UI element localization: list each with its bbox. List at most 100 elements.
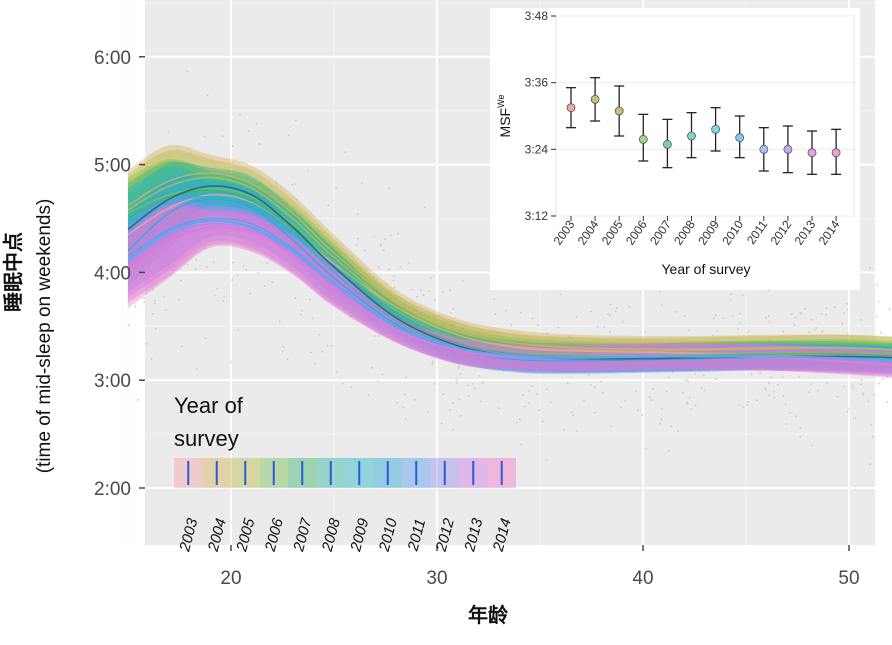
raw-point <box>610 425 612 427</box>
raw-point <box>810 318 813 321</box>
raw-point <box>793 324 796 327</box>
raw-point <box>407 262 410 264</box>
raw-point <box>661 304 663 306</box>
raw-point <box>799 311 802 314</box>
raw-point <box>505 309 507 312</box>
raw-point <box>239 199 242 201</box>
raw-point <box>786 351 788 353</box>
raw-point <box>468 395 470 397</box>
raw-point <box>307 170 310 172</box>
raw-point <box>312 317 314 320</box>
raw-point <box>245 269 248 271</box>
raw-point <box>263 285 266 287</box>
raw-point <box>414 398 416 401</box>
raw-point <box>282 346 285 348</box>
raw-point <box>428 290 431 292</box>
raw-point <box>359 271 361 274</box>
raw-point <box>594 386 596 388</box>
raw-point <box>545 459 548 461</box>
raw-point <box>784 403 787 406</box>
raw-point <box>846 370 848 372</box>
raw-point <box>471 383 474 385</box>
inset-y-axis: 3:12 3:24 3:36 3:48 <box>525 9 556 223</box>
raw-point <box>768 394 770 396</box>
raw-point <box>452 402 454 404</box>
raw-point <box>821 330 824 333</box>
raw-point <box>659 291 661 293</box>
raw-point <box>860 319 863 321</box>
raw-point <box>877 300 880 303</box>
raw-point <box>298 242 300 244</box>
raw-point <box>450 312 452 314</box>
raw-point <box>515 421 518 424</box>
raw-point <box>538 409 540 411</box>
raw-point <box>371 366 373 369</box>
raw-point <box>502 369 504 372</box>
raw-point <box>321 350 323 353</box>
raw-point <box>810 383 813 385</box>
raw-point <box>281 350 284 352</box>
raw-point <box>275 181 277 183</box>
series-line-2005 <box>127 176 892 352</box>
raw-point <box>336 371 338 374</box>
x-axis-title: 年龄 <box>468 603 509 627</box>
raw-point <box>134 305 137 308</box>
raw-point <box>373 236 376 238</box>
raw-point <box>860 383 862 386</box>
raw-point <box>570 336 572 339</box>
raw-point <box>681 392 684 394</box>
raw-point <box>416 295 418 298</box>
raw-point <box>559 293 562 296</box>
raw-point <box>294 183 297 185</box>
raw-point <box>609 314 611 317</box>
raw-point <box>424 206 426 209</box>
raw-point <box>404 376 407 378</box>
raw-point <box>467 384 470 387</box>
raw-point <box>271 281 273 283</box>
raw-point <box>598 368 601 371</box>
raw-point <box>383 249 385 251</box>
raw-point <box>295 119 297 122</box>
raw-point <box>442 393 444 395</box>
confidence-band-2004 <box>128 144 892 363</box>
raw-point <box>686 401 688 404</box>
raw-point <box>637 409 639 411</box>
raw-point <box>882 378 884 380</box>
raw-point <box>373 335 376 337</box>
inset-points <box>566 77 842 175</box>
raw-point <box>164 165 166 167</box>
raw-point <box>869 372 872 374</box>
raw-point <box>366 290 368 292</box>
raw-point <box>677 430 679 432</box>
raw-point <box>556 367 559 369</box>
raw-point <box>742 406 745 409</box>
raw-point <box>674 311 677 313</box>
raw-point <box>635 390 637 392</box>
inset-point-2011 <box>759 144 769 154</box>
raw-point <box>826 382 828 384</box>
raw-point <box>186 70 189 72</box>
raw-point <box>161 264 163 267</box>
raw-point <box>400 325 402 327</box>
raw-point <box>356 213 359 216</box>
raw-point <box>715 314 717 316</box>
raw-point <box>650 399 652 401</box>
raw-point <box>785 423 787 425</box>
raw-point <box>661 407 663 410</box>
raw-point <box>721 359 724 361</box>
raw-point <box>841 323 844 325</box>
raw-point <box>777 384 779 386</box>
raw-point <box>230 360 232 363</box>
raw-point <box>780 338 782 341</box>
raw-point <box>596 325 599 328</box>
raw-point <box>497 407 500 409</box>
raw-point <box>738 404 741 406</box>
raw-point <box>475 330 478 333</box>
raw-point <box>668 337 671 340</box>
raw-point <box>567 382 569 384</box>
raw-point <box>870 349 872 352</box>
raw-point <box>204 135 206 138</box>
raw-point <box>212 261 215 264</box>
raw-point <box>685 367 687 370</box>
raw-point <box>846 410 849 413</box>
